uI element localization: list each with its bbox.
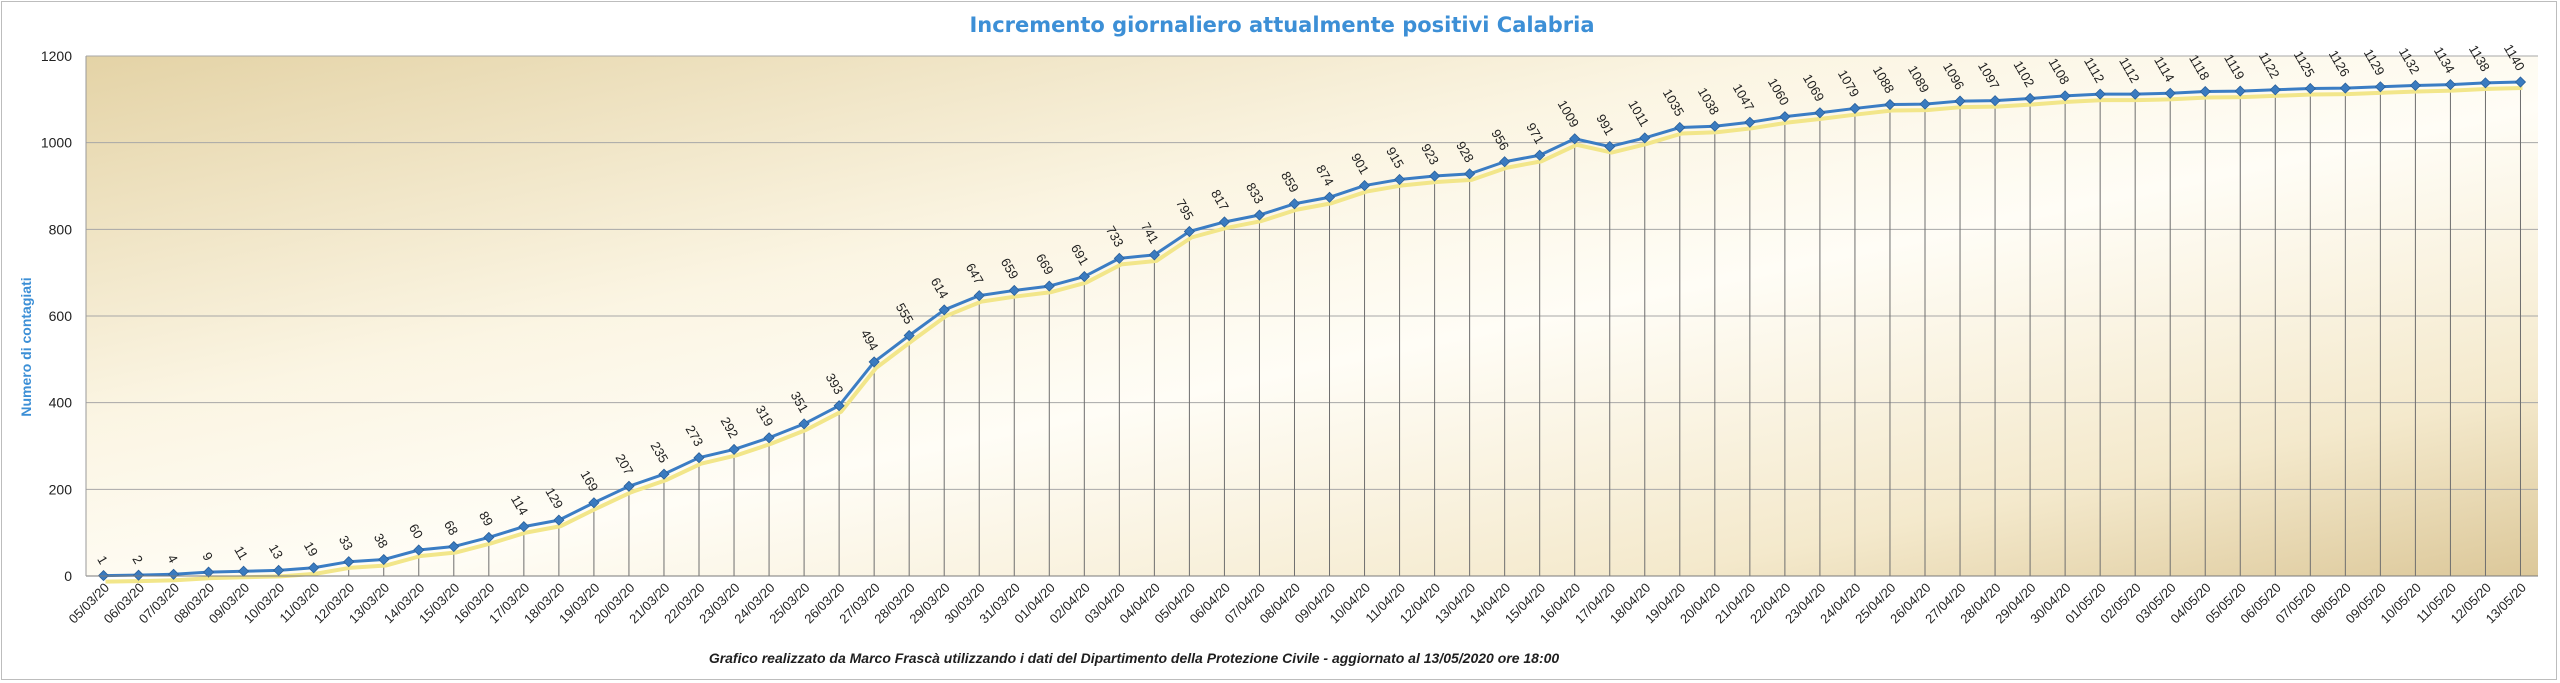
- data-label: 89: [476, 509, 496, 529]
- data-point-marker: [2059, 90, 2071, 102]
- data-point-marker: [658, 468, 670, 480]
- data-point-marker: [2409, 79, 2421, 92]
- y-tick-label: 800: [49, 221, 73, 237]
- data-point-marker: [1148, 249, 1160, 261]
- data-point-marker: [1849, 102, 1861, 114]
- data-point-marker: [2339, 82, 2351, 94]
- data-point-marker: [938, 304, 950, 316]
- data-point-marker: [2094, 88, 2106, 100]
- data-point-marker: [1709, 120, 1721, 132]
- data-point-marker: [1218, 216, 1230, 228]
- y-tick-label: 0: [64, 568, 72, 584]
- data-point-marker: [1779, 111, 1791, 123]
- data-point-marker: [1499, 156, 1511, 168]
- data-point-marker: [1954, 95, 1966, 107]
- y-axis-title: Numero di contagiati: [18, 277, 34, 416]
- series-line: [103, 80, 2521, 578]
- data-point-marker: [448, 540, 460, 553]
- data-point-marker: [1183, 225, 1195, 238]
- data-point-marker: [2234, 85, 2246, 97]
- data-point-marker: [903, 329, 915, 342]
- data-point-marker: [2024, 92, 2036, 105]
- data-point-marker: [588, 497, 600, 509]
- data-point-marker: [518, 521, 530, 533]
- data-point-marker: [2269, 84, 2281, 96]
- data-point-marker: [1919, 98, 1931, 110]
- data-point-marker: [1429, 170, 1441, 182]
- data-point-marker: [1534, 149, 1546, 161]
- y-tick-label: 1200: [41, 48, 72, 64]
- data-point-marker: [1884, 98, 1896, 111]
- data-label: 68: [441, 518, 461, 538]
- data-point-marker: [798, 418, 810, 430]
- data-label: 19: [301, 539, 321, 559]
- data-point-marker: [2129, 88, 2141, 100]
- data-point-marker: [343, 556, 355, 568]
- footnote: Grafico realizzato da Marco Frascà utili…: [709, 650, 1560, 666]
- data-point-marker: [483, 531, 495, 543]
- data-point-marker: [1744, 116, 1756, 128]
- data-point-marker: [413, 544, 425, 556]
- data-point-marker: [1604, 141, 1616, 153]
- data-point-marker: [1464, 168, 1476, 180]
- data-point-marker: [1043, 280, 1055, 292]
- data-point-marker: [2479, 77, 2492, 89]
- data-point-marker: [2164, 87, 2176, 99]
- data-point-marker: [1814, 107, 1826, 119]
- data-point-marker: [1323, 191, 1336, 203]
- y-tick-label: 200: [49, 481, 73, 497]
- data-point-marker: [1113, 252, 1125, 264]
- data-point-marker: [1358, 180, 1371, 192]
- data-label: 33: [336, 533, 356, 553]
- data-point-marker: [168, 568, 180, 580]
- data-point-marker: [2374, 81, 2386, 93]
- data-label: 38: [371, 531, 391, 551]
- y-tick-label: 600: [49, 308, 73, 324]
- data-point-marker: [203, 566, 215, 578]
- data-label: 13: [266, 542, 286, 562]
- y-tick-label: 400: [49, 395, 73, 411]
- data-point-marker: [1639, 132, 1651, 144]
- data-point-marker: [1569, 133, 1581, 145]
- data-point-marker: [2199, 85, 2211, 98]
- data-point-marker: [308, 562, 320, 574]
- data-label: 60: [406, 521, 426, 541]
- series-shadow: [105, 86, 2523, 584]
- data-point-marker: [378, 553, 390, 566]
- data-point-marker: [2444, 79, 2456, 91]
- data-label: 11: [231, 543, 251, 562]
- data-point-marker: [273, 564, 285, 576]
- data-point-marker: [833, 400, 845, 412]
- data-point-marker: [2514, 76, 2527, 88]
- data-point-marker: [868, 356, 880, 368]
- data-point-marker: [1674, 121, 1686, 134]
- data-point-marker: [1253, 209, 1266, 221]
- data-point-marker: [1078, 271, 1090, 283]
- data-point-marker: [2304, 82, 2316, 95]
- data-point-marker: [728, 443, 740, 456]
- data-point-marker: [623, 480, 635, 492]
- data-point-marker: [1989, 95, 2001, 107]
- data-point-marker: [1008, 284, 1020, 296]
- data-point-marker: [553, 514, 565, 526]
- data-point-marker: [132, 569, 145, 581]
- data-point-marker: [1288, 198, 1301, 210]
- data-point-marker: [693, 452, 705, 464]
- data-point-marker: [763, 432, 775, 444]
- data-point-marker: [1394, 173, 1406, 186]
- y-tick-label: 1000: [41, 135, 72, 151]
- chart-title: Incremento giornaliero attualmente posit…: [969, 13, 1594, 37]
- data-point-marker: [973, 290, 985, 302]
